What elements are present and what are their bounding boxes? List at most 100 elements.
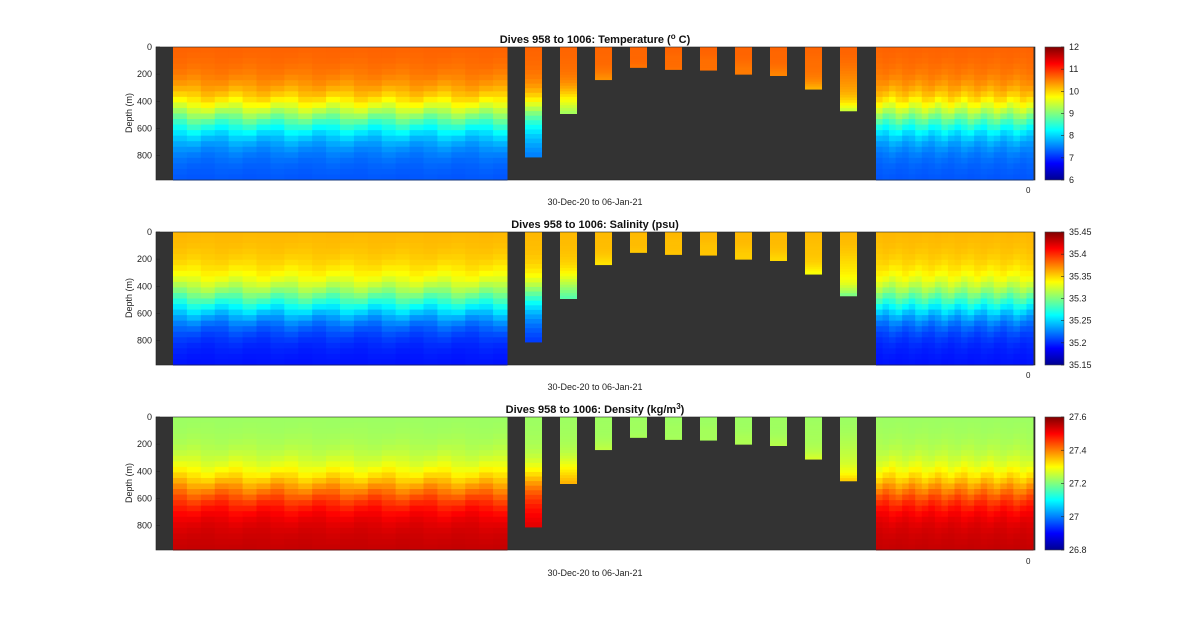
heatmap-cell [479,483,494,490]
heatmap-cell [915,174,923,181]
heatmap-cell [967,168,975,175]
heatmap-cell [451,455,466,462]
heatmap-cell [560,256,577,261]
heatmap-cell [1006,52,1014,59]
heatmap-cell [186,455,202,462]
heatmap-cell [805,425,822,429]
heatmap-cell [974,359,982,366]
heatmap-cell [934,276,942,283]
heatmap-cell [805,453,822,457]
heatmap-cell [947,422,955,429]
heatmap-cell [186,417,202,424]
heatmap-cell [242,74,257,81]
heatmap-cell [947,494,955,501]
heatmap-cell [1000,326,1008,333]
heatmap-cell [840,274,857,278]
heatmap-cell [895,433,903,440]
heatmap-cell [980,455,988,462]
heatmap-cell [256,544,271,551]
heatmap-cell [928,527,936,534]
heatmap-cell [770,424,787,426]
heatmap-cell [525,264,542,270]
heatmap-cell [228,85,244,92]
heatmap-cell [479,455,494,462]
heatmap-cell [1019,450,1027,457]
heatmap-cell [312,359,327,366]
heatmap-cell [298,433,313,440]
heatmap-cell [967,359,975,366]
heatmap-cell [256,439,271,446]
heatmap-cell [902,281,910,288]
heatmap-cell [934,538,942,545]
heatmap-cell [961,331,969,338]
heatmap-cell [987,331,995,338]
heatmap-cell [493,298,508,305]
heatmap-cell [353,439,369,446]
heatmap-cell [770,69,787,72]
heatmap-cell [889,433,897,440]
heatmap-cell [947,248,955,255]
heatmap-cell [214,331,230,338]
heatmap-cell [465,119,480,126]
heatmap-cell [805,242,822,245]
heatmap-cell [980,157,988,164]
heatmap-cell [735,441,752,444]
heatmap-cell [928,85,936,92]
heatmap-cell [1019,96,1027,103]
heatmap-cell [214,248,230,255]
heatmap-cell [928,124,936,131]
heatmap-cell [928,533,936,540]
heatmap-cell [921,63,929,70]
heatmap-cell [200,538,216,545]
heatmap-cell [915,511,923,518]
heatmap-cell [381,135,397,142]
heatmap-cell [630,238,647,241]
heatmap-cell [479,500,494,507]
heatmap-cell [1000,130,1008,137]
heatmap-cell [353,461,369,468]
heatmap-cell [423,298,438,305]
heatmap-cell [451,113,466,120]
heatmap-cell [895,102,903,109]
heatmap-cell [770,438,787,441]
heatmap-cell [700,418,717,421]
heatmap-cell [525,476,542,482]
heatmap-cell [228,533,244,540]
heatmap-cell [882,146,890,153]
heatmap-cell [700,235,717,238]
heatmap-cell [186,254,202,261]
heatmap-cell [451,417,466,424]
heatmap-cell [941,119,949,126]
heatmap-cell [889,146,897,153]
colorbar-tick-label: 27.6 [1069,412,1087,422]
plot-frame [155,46,1036,181]
heatmap-cell [1006,444,1014,451]
heatmap-cell [1026,124,1034,131]
heatmap-cell [395,489,411,496]
heatmap-cell [437,141,452,148]
heatmap-cell [340,538,355,545]
heatmap-cell [934,119,942,126]
heatmap-cell [902,489,910,496]
heatmap-cell [941,91,949,98]
heatmap-cell [665,68,682,70]
heatmap-cell [312,444,327,451]
heatmap-cell [284,337,299,344]
colorbar-tick-label: 11 [1069,64,1078,74]
heatmap-cell [700,239,717,242]
heatmap-cell [270,511,285,518]
heatmap-cell [967,500,975,507]
heatmap-cell [228,281,244,288]
heatmap-cell [228,91,244,98]
heatmap-cell [967,450,975,457]
heatmap-cell [1019,124,1027,131]
heatmap-cell [437,85,452,92]
heatmap-cell [902,80,910,87]
heatmap-cell [928,248,936,255]
heatmap-cell [889,439,897,446]
heatmap-cell [437,331,452,338]
heatmap-cell [934,146,942,153]
heatmap-cell [954,124,962,131]
heatmap-cell [665,434,682,437]
heatmap-cell [367,113,383,120]
